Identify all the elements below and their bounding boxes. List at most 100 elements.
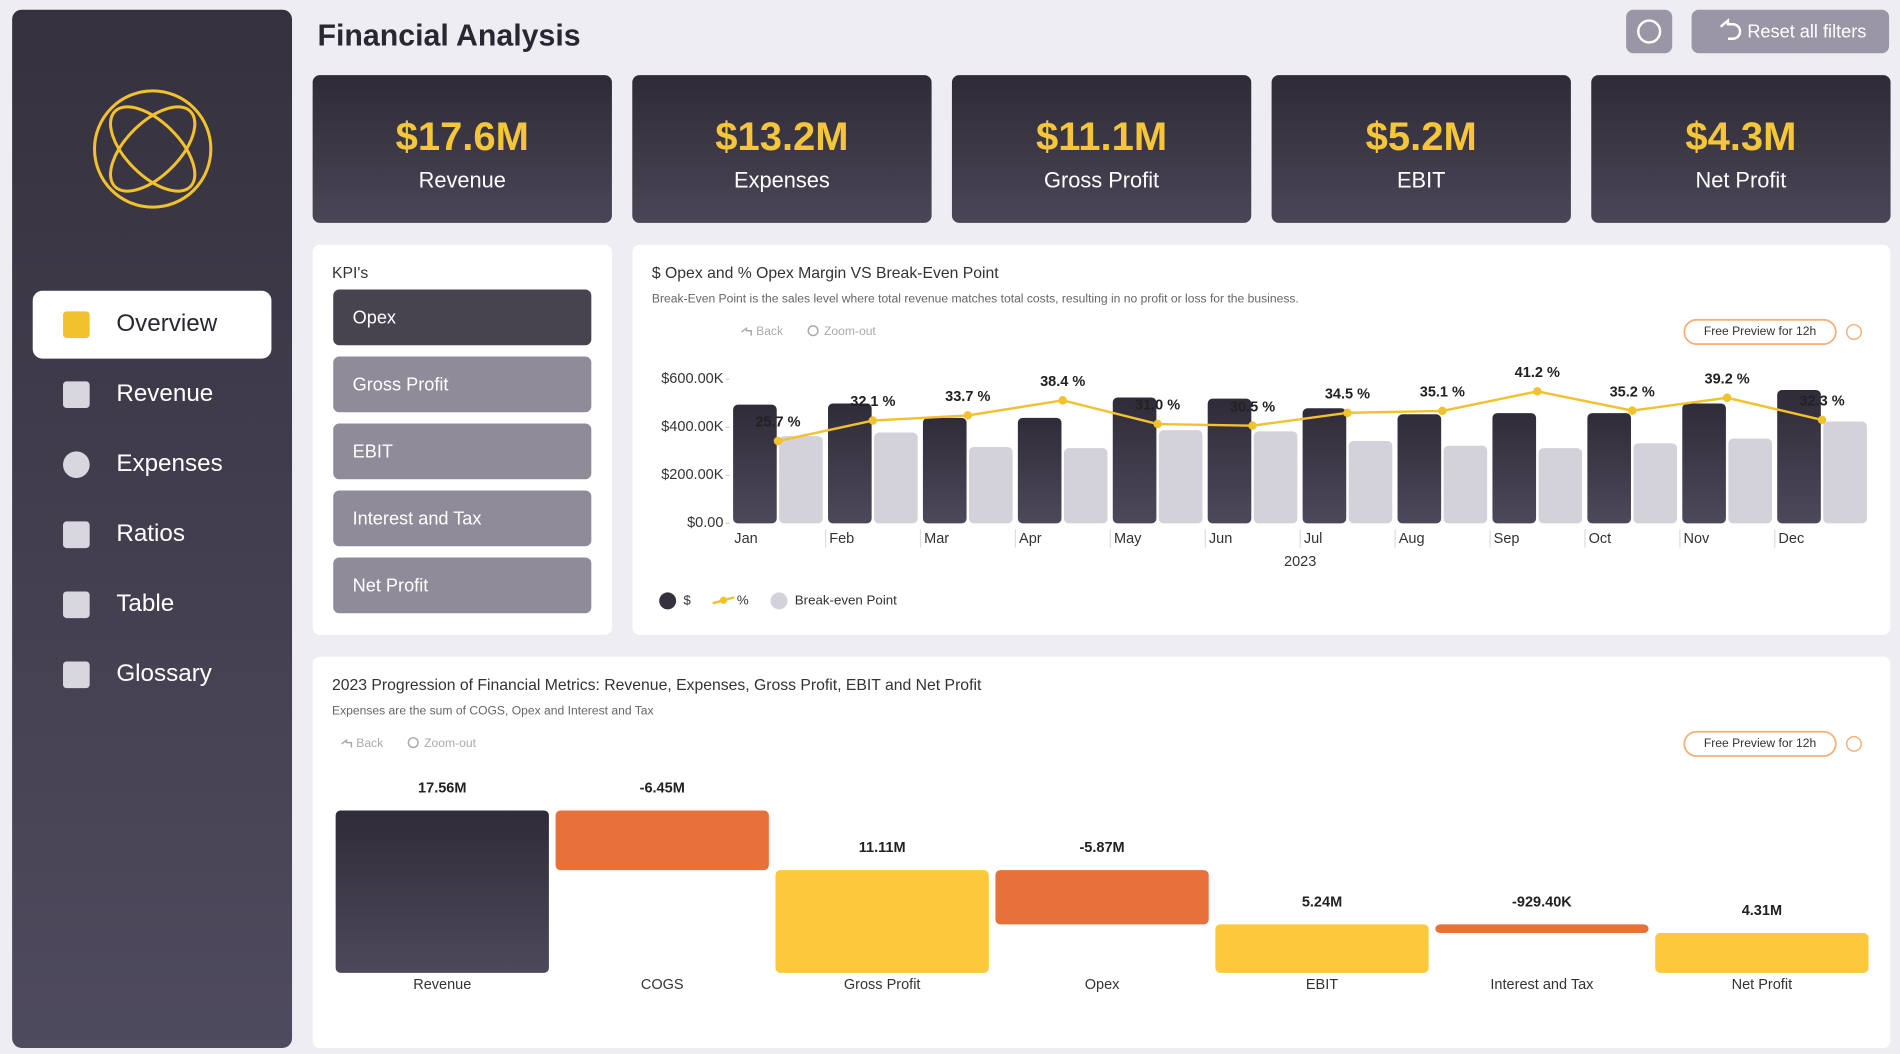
kpi-value: $17.6M [396, 115, 529, 159]
zoom-out-button[interactable]: Zoom-out [824, 324, 876, 338]
y-tick-label: $400.00K [661, 419, 723, 435]
kpi-option[interactable] [333, 356, 592, 413]
data-label: 38.4 % [1040, 374, 1085, 390]
legend-swatch [770, 592, 788, 610]
line-point [1817, 415, 1827, 425]
bar [1302, 408, 1347, 524]
waterfall-bar [775, 870, 989, 973]
nav-item[interactable]: Expenses [116, 450, 222, 477]
kpi-option-label: Net Profit [353, 575, 429, 595]
bar [1728, 438, 1772, 524]
line-point [1627, 406, 1637, 415]
y-tick-label: $200.00K [661, 467, 723, 483]
line-point [1248, 421, 1257, 430]
data-label: 30.5 % [1230, 399, 1275, 415]
kpi-option[interactable] [333, 557, 592, 614]
waterfall-bar [995, 870, 1209, 925]
x-tick-label: Revenue [413, 977, 471, 993]
bar [1538, 448, 1583, 524]
x-tick-label: Aug [1399, 531, 1425, 547]
data-label: -5.87M [1079, 840, 1124, 856]
x-tick-label: Interest and Tax [1490, 977, 1594, 993]
preview-pill[interactable] [1683, 318, 1837, 345]
data-label: 39.2 % [1705, 371, 1750, 387]
line-point [1533, 387, 1542, 396]
data-label: 32.3 % [1799, 394, 1844, 410]
info-button[interactable] [1626, 9, 1673, 54]
kpi-label: Expenses [734, 167, 830, 192]
nav-icon [63, 661, 90, 689]
nav-item[interactable]: Overview [116, 310, 217, 337]
waterfall-bar [335, 810, 549, 973]
zoom-icon [407, 737, 419, 749]
legend-label: Break-even Point [795, 592, 897, 607]
preview-label: Free Preview for 12h [1704, 736, 1816, 750]
zoom-out-button[interactable]: Zoom-out [424, 736, 476, 750]
x-tick-label: Net Profit [1732, 977, 1793, 993]
waterfall-bar [1435, 924, 1649, 933]
nav-item[interactable]: Ratios [116, 520, 185, 547]
bar [1063, 448, 1108, 524]
data-label: 17.56M [418, 781, 466, 797]
nav-item[interactable]: Table [116, 590, 174, 617]
bar [733, 404, 777, 524]
reset-label: Reset all filters [1747, 22, 1866, 42]
data-label: -929.40K [1512, 894, 1572, 910]
data-label: 32.1 % [850, 394, 895, 410]
x-tick-label: Gross Profit [844, 977, 921, 993]
nav-item[interactable]: Glossary [116, 660, 212, 687]
line-point [1058, 396, 1067, 405]
bar [1348, 440, 1393, 524]
nav-icon [63, 451, 90, 479]
kpi-value: $11.1M [1036, 115, 1167, 159]
x-tick-label: Oct [1589, 531, 1612, 547]
page-title: Financial Analysis [317, 20, 580, 53]
kpi-option-label: Opex [353, 307, 396, 327]
line-point [1153, 419, 1162, 429]
waterfall-bar [1655, 932, 1869, 973]
chart-subtitle: Expenses are the sum of COGS, Opex and I… [332, 703, 654, 717]
bar [1777, 390, 1821, 524]
x-tick-label: Feb [829, 531, 854, 547]
x-tick-label: Jan [734, 531, 757, 547]
x-tick-label: Nov [1684, 531, 1711, 547]
x-tick-label: Mar [924, 531, 949, 547]
line-point [963, 411, 973, 420]
nav-icon [63, 311, 90, 339]
chart-subtitle: Break-Even Point is the sales level wher… [652, 291, 1299, 305]
help-icon [1845, 735, 1862, 752]
bar [1587, 413, 1631, 524]
kpi-card [1591, 75, 1891, 223]
line-point [773, 436, 783, 446]
data-label: 5.24M [1302, 894, 1342, 910]
bar [1823, 421, 1867, 524]
data-label: 34.5 % [1325, 387, 1370, 403]
back-button[interactable]: Back [356, 736, 384, 750]
back-button[interactable]: Back [756, 324, 784, 338]
waterfall-bar [555, 810, 769, 871]
bar [1443, 445, 1488, 524]
bar [1253, 431, 1298, 524]
kpi-option[interactable] [333, 423, 592, 480]
reset-button[interactable] [1691, 9, 1890, 54]
bar [968, 446, 1013, 524]
nav-active[interactable] [32, 290, 272, 359]
kpi-label: Revenue [419, 167, 506, 192]
nav-icon [63, 521, 90, 549]
y-tick-label: $0.00 [687, 515, 723, 531]
logo [93, 89, 213, 209]
preview-label: Free Preview for 12h [1704, 324, 1816, 338]
kpi-option-label: EBIT [353, 441, 393, 461]
preview-pill[interactable] [1683, 730, 1837, 757]
kpi-option[interactable] [333, 289, 592, 346]
reset-icon [1719, 18, 1742, 40]
nav-item[interactable]: Revenue [116, 380, 213, 407]
bar [1397, 414, 1442, 524]
chart-title: $ Opex and % Opex Margin VS Break-Even P… [652, 265, 999, 282]
x-tick-label: Opex [1085, 977, 1120, 993]
kpi-option[interactable] [333, 490, 592, 547]
data-label: 35.1 % [1420, 385, 1465, 401]
legend-label: % [737, 592, 749, 607]
